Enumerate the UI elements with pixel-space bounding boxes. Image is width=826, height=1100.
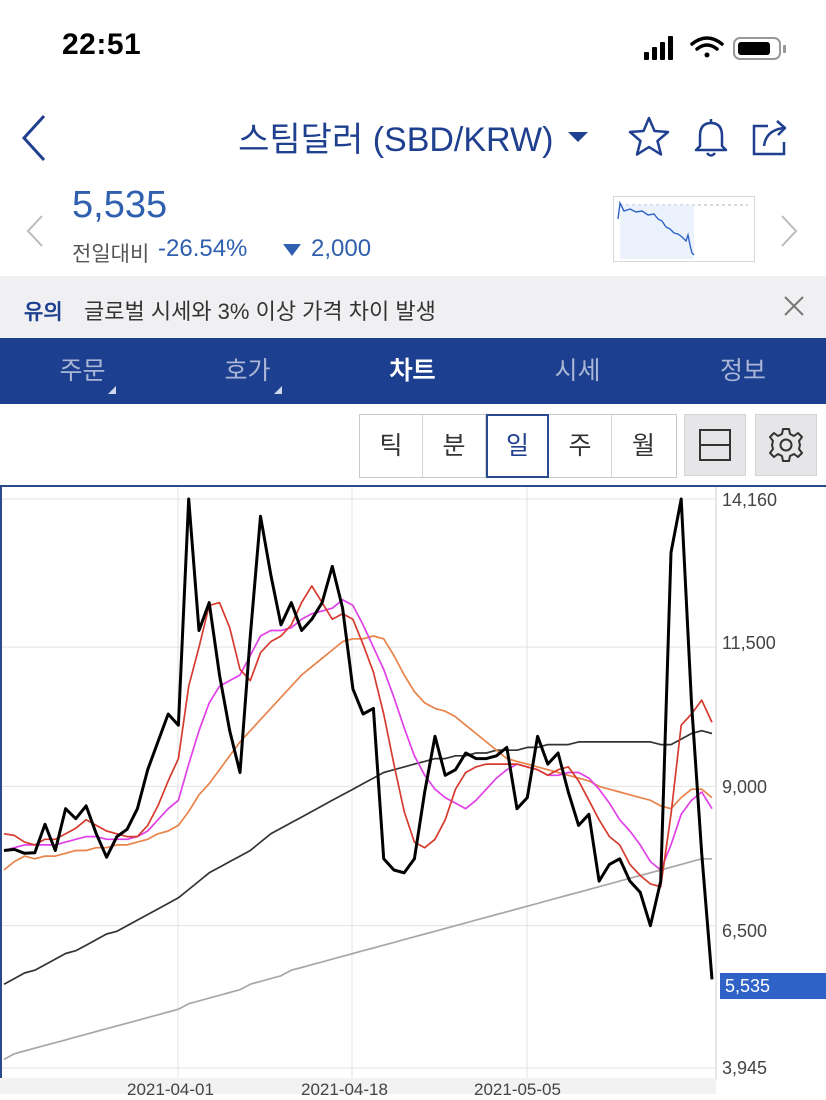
notice-close-button[interactable] — [778, 290, 810, 322]
series-line-ma120 — [3, 857, 712, 1061]
gear-icon — [769, 428, 803, 462]
tab-label: 호가 — [224, 357, 271, 385]
period-minute-button[interactable]: 분 — [423, 415, 486, 477]
change-percent: -26.54% — [158, 235, 248, 262]
x-tick-label: 2021-04-01 — [127, 1080, 214, 1099]
period-tick-button[interactable]: 틱 — [360, 415, 423, 477]
series-line-ma10 — [3, 598, 713, 871]
next-coin-button[interactable] — [776, 208, 802, 254]
tab-label: 시세 — [554, 357, 601, 385]
series-line-ma20 — [3, 635, 713, 871]
prev-coin-button[interactable] — [22, 208, 48, 254]
status-icons — [644, 34, 794, 62]
settings-button[interactable] — [755, 414, 817, 476]
tab-bar: 주문 호가 차트 시세 정보 — [0, 338, 826, 404]
mini-chart[interactable] — [613, 196, 755, 262]
submenu-indicator-icon — [108, 386, 116, 394]
tab-label: 정보 — [719, 357, 766, 385]
chevron-left-icon — [26, 215, 43, 247]
alert-button[interactable] — [688, 114, 734, 160]
period-day-button[interactable]: 일 — [486, 414, 549, 478]
x-axis-band — [0, 1078, 716, 1094]
notice-tag: 유의 — [24, 301, 63, 324]
wifi-icon — [690, 36, 724, 58]
chevron-left-icon — [21, 114, 46, 162]
change-amount: 2,000 — [311, 235, 372, 262]
y-tick-label: 6,500 — [722, 921, 768, 941]
back-button[interactable] — [14, 108, 58, 168]
split-layout-icon — [699, 429, 731, 461]
x-tick-label: 2021-04-18 — [301, 1080, 388, 1099]
y-tick-label: 9,000 — [722, 777, 768, 797]
share-button[interactable] — [748, 114, 794, 160]
current-price: 5,535 — [72, 184, 168, 226]
favorite-button[interactable] — [626, 114, 672, 160]
tab-info[interactable]: 정보 — [660, 338, 826, 404]
title-bar: 스팀달러 (SBD/KRW) — [0, 112, 826, 161]
last-price-badge: 5,535 — [720, 973, 826, 999]
tab-orderbook[interactable]: 호가 — [165, 338, 330, 404]
submenu-indicator-icon — [274, 386, 282, 394]
status-time: 22:51 — [62, 28, 142, 61]
period-month-button[interactable]: 월 — [612, 415, 675, 477]
price-chart[interactable] — [0, 485, 826, 1094]
star-icon — [628, 116, 670, 156]
share-icon — [752, 120, 787, 156]
down-triangle-icon — [283, 244, 301, 256]
layout-button[interactable] — [684, 414, 746, 476]
period-week-button[interactable]: 주 — [549, 415, 612, 477]
close-icon — [784, 296, 804, 316]
period-selector: 틱 분 일 주 월 — [359, 414, 677, 478]
change-label: 전일대비 — [72, 243, 150, 266]
tab-label: 주문 — [59, 357, 106, 385]
series-line-ma5 — [3, 585, 713, 888]
caret-down-icon[interactable] — [567, 131, 588, 142]
y-tick-label: 3,945 — [722, 1058, 768, 1078]
notice-bar: 유의 글로벌 시세와 3% 이상 가격 차이 발생 — [0, 276, 826, 338]
series-line-ma60 — [3, 729, 713, 985]
chevron-right-icon — [781, 215, 798, 247]
notice-text: 글로벌 시세와 3% 이상 가격 차이 발생 — [84, 299, 436, 324]
signal-icon — [644, 36, 673, 60]
mini-chart-line — [617, 200, 695, 256]
tab-order[interactable]: 주문 — [0, 338, 165, 404]
tab-chart[interactable]: 차트 — [330, 338, 495, 404]
bell-icon — [694, 119, 728, 157]
y-tick-label: 14,160 — [722, 490, 778, 510]
page-title[interactable]: 스팀달러 (SBD/KRW) — [238, 121, 554, 159]
y-tick-label: 11,500 — [722, 633, 776, 653]
tab-quotes[interactable]: 시세 — [495, 338, 660, 404]
tab-label: 차트 — [389, 357, 436, 385]
battery-icon — [733, 37, 786, 60]
x-tick-label: 2021-05-05 — [474, 1080, 561, 1099]
series-line-price — [3, 497, 714, 980]
